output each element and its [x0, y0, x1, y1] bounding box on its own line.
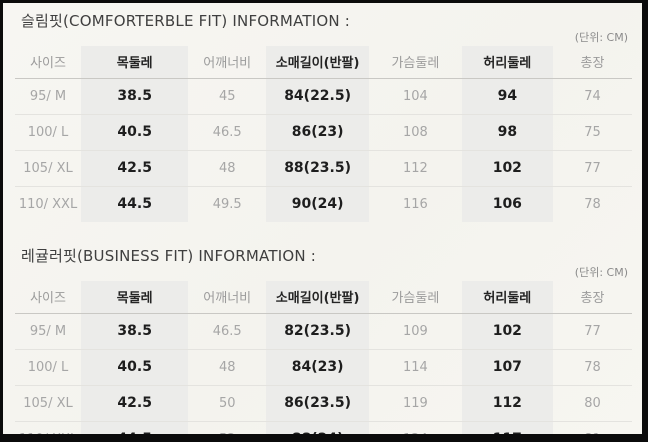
regular-fit-section: 레귤러핏(BUSINESS FIT) INFORMATION : (단위: CM… [15, 246, 632, 442]
column-header-neck: 목둘레 [116, 56, 153, 71]
column-header-sleeve: 소매길이(반팔) [275, 291, 360, 306]
neck-cell: 44.5 [117, 431, 152, 442]
waist-cell: 112 [492, 395, 522, 411]
regular-fit-size-table: 사이즈 목둘레 어깨너비 소매길이(반팔) 가슴둘레 허리둘레 총장 95/ M… [15, 281, 632, 442]
shoulder-cell: 52 [218, 431, 236, 442]
column-header-length: 총장 [580, 56, 605, 71]
chest-cell: 119 [402, 395, 428, 411]
header-row: 사이즈 목둘레 어깨너비 소매길이(반팔) 가슴둘레 허리둘레 총장 [15, 281, 632, 314]
neck-cell: 44.5 [117, 196, 152, 212]
length-cell: 77 [584, 160, 601, 176]
table-row: 100/ L 40.5 46.5 86(23) 108 98 75 [15, 114, 632, 151]
length-cell: 78 [584, 359, 601, 375]
size-cell: 100/ L [27, 124, 69, 140]
length-cell: 78 [584, 196, 601, 212]
sleeve-cell: 84(22.5) [284, 88, 352, 104]
sleeve-cell: 86(23) [291, 124, 344, 140]
chest-cell: 109 [402, 323, 428, 339]
column-header-neck: 목둘레 [116, 291, 153, 306]
column-header-waist: 허리둘레 [483, 291, 532, 306]
shoulder-cell: 45 [218, 88, 236, 104]
column-header-chest: 가슴둘레 [391, 291, 440, 306]
column-header-size: 사이즈 [30, 56, 66, 71]
waist-cell: 102 [492, 160, 522, 176]
chest-cell: 104 [402, 88, 428, 104]
shoulder-cell: 48 [218, 160, 236, 176]
unit-label: (단위: CM) [574, 31, 628, 44]
header-row: 사이즈 목둘레 어깨너비 소매길이(반팔) 가슴둘레 허리둘레 총장 [15, 46, 632, 79]
neck-cell: 40.5 [117, 359, 152, 375]
size-cell: 100/ L [27, 359, 69, 375]
regular-fit-title: 레귤러핏(BUSINESS FIT) INFORMATION : [21, 247, 316, 265]
size-cell: 105/ XL [23, 395, 73, 411]
waist-cell: 106 [492, 196, 522, 212]
waist-cell: 98 [497, 124, 518, 140]
neck-cell: 38.5 [117, 323, 152, 339]
chest-cell: 112 [402, 160, 428, 176]
chest-cell: 124 [402, 431, 428, 442]
neck-cell: 42.5 [117, 160, 152, 176]
length-cell: 81 [584, 431, 601, 442]
column-header-length: 총장 [580, 291, 605, 306]
column-header-chest: 가슴둘레 [391, 56, 440, 71]
sleeve-cell: 84(23) [291, 359, 344, 375]
slim-fit-title: 슬림핏(COMFORTERBLE FIT) INFORMATION : [21, 12, 351, 30]
shoulder-cell: 50 [218, 395, 236, 411]
sleeve-cell: 82(23.5) [284, 323, 352, 339]
waist-cell: 117 [492, 431, 522, 442]
shoulder-cell: 49.5 [212, 196, 242, 212]
chest-cell: 114 [402, 359, 428, 375]
length-cell: 75 [584, 124, 601, 140]
length-cell: 80 [584, 395, 601, 411]
slim-fit-size-table: 사이즈 목둘레 어깨너비 소매길이(반팔) 가슴둘레 허리둘레 총장 95/ M… [15, 46, 632, 222]
sleeve-cell: 90(24) [291, 196, 344, 212]
table-row: 110/ XXL 44.5 52 88(24) 124 117 81 [15, 421, 632, 442]
size-cell: 110/ XXL [18, 431, 78, 442]
size-cell: 105/ XL [23, 160, 73, 176]
shoulder-cell: 48 [218, 359, 236, 375]
sleeve-cell: 86(23.5) [284, 395, 352, 411]
size-cell: 95/ M [29, 88, 67, 104]
unit-label: (단위: CM) [574, 266, 628, 279]
length-cell: 77 [584, 323, 601, 339]
waist-cell: 94 [497, 88, 518, 104]
chest-cell: 116 [402, 196, 428, 212]
size-cell: 95/ M [29, 323, 67, 339]
size-cell: 110/ XXL [18, 196, 78, 212]
table-row: 100/ L 40.5 48 84(23) 114 107 78 [15, 349, 632, 386]
neck-cell: 42.5 [117, 395, 152, 411]
table-row: 110/ XXL 44.5 49.5 90(24) 116 106 78 [15, 186, 632, 223]
column-header-shoulder: 어깨너비 [203, 291, 252, 306]
column-header-waist: 허리둘레 [483, 56, 532, 71]
column-header-size: 사이즈 [30, 291, 66, 306]
neck-cell: 38.5 [117, 88, 152, 104]
sleeve-cell: 88(24) [291, 431, 344, 442]
length-cell: 74 [584, 88, 601, 104]
column-header-shoulder: 어깨너비 [203, 56, 252, 71]
shoulder-cell: 46.5 [212, 323, 242, 339]
column-header-sleeve: 소매길이(반팔) [275, 56, 360, 71]
waist-cell: 107 [492, 359, 522, 375]
slim-fit-section: 슬림핏(COMFORTERBLE FIT) INFORMATION : (단위:… [15, 11, 632, 222]
table-row: 95/ M 38.5 45 84(22.5) 104 94 74 [15, 79, 632, 115]
table-row: 105/ XL 42.5 48 88(23.5) 112 102 77 [15, 150, 632, 187]
table-row: 95/ M 38.5 46.5 82(23.5) 109 102 77 [15, 314, 632, 350]
shoulder-cell: 46.5 [212, 124, 242, 140]
table-row: 105/ XL 42.5 50 86(23.5) 119 112 80 [15, 385, 632, 422]
chest-cell: 108 [402, 124, 428, 140]
waist-cell: 102 [492, 323, 522, 339]
sleeve-cell: 88(23.5) [284, 160, 352, 176]
neck-cell: 40.5 [117, 124, 152, 140]
